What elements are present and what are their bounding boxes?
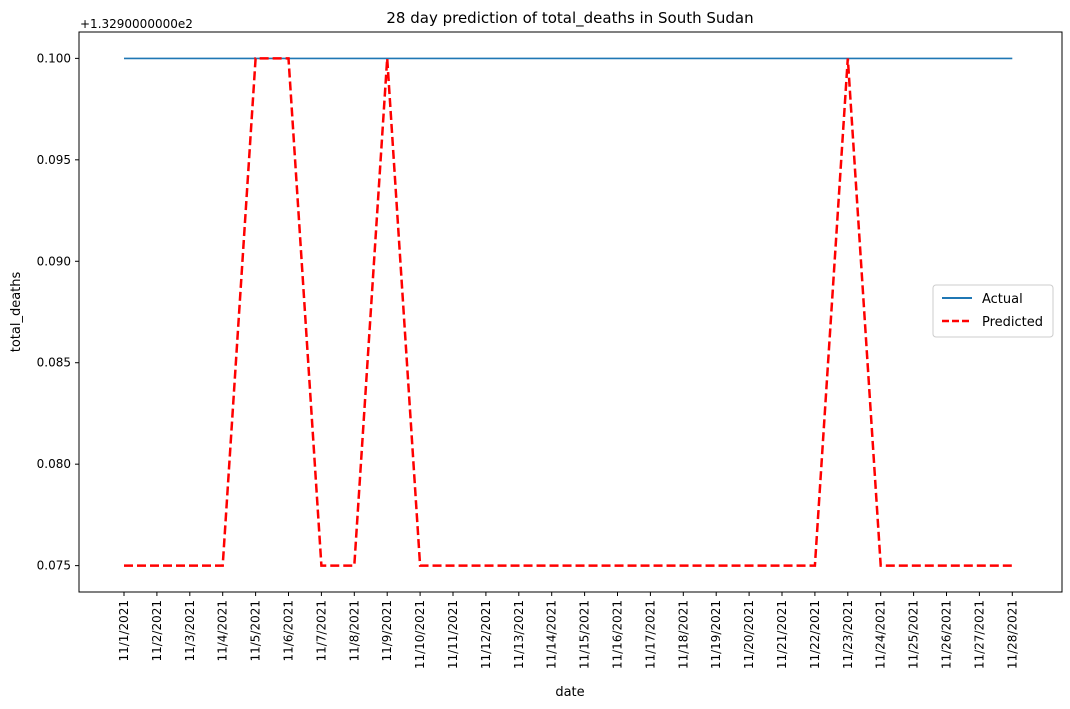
legend-label-actual: Actual [982,292,1023,307]
chart-title: 28 day prediction of total_deaths in Sou… [386,9,753,28]
x-tick-label: 11/23/2021 [841,600,855,669]
y-tick-label: 0.075 [37,559,71,573]
series-layer [124,57,1013,567]
y-tick-label: 0.085 [37,356,71,370]
x-tick-label: 11/12/2021 [479,600,493,669]
x-tick-label: 11/22/2021 [808,600,822,669]
x-tick-label: 11/4/2021 [216,600,230,662]
plot-area [78,31,1063,593]
y-tick-label: 0.080 [37,457,71,471]
y-tick-label: 0.090 [37,254,71,268]
x-tick-label: 11/17/2021 [643,600,657,669]
y-axis-label: total_deaths [9,272,24,353]
x-tick-label: 11/16/2021 [611,600,625,669]
x-tick-label: 11/6/2021 [282,600,296,662]
x-tick-label: 11/11/2021 [446,600,460,669]
x-tick-label: 11/28/2021 [1005,600,1019,669]
x-tick-label: 11/18/2021 [676,600,690,669]
x-tick-label: 11/5/2021 [249,600,263,662]
legend: Actual Predicted [932,284,1054,338]
y-axis-offset-label: +1.3290000000e2 [80,17,193,31]
series-line-predicted [124,57,1013,567]
y-axis: 0.075 0.080 0.085 0.090 0.095 0.100 [37,51,79,573]
x-tick-label: 11/8/2021 [347,600,361,662]
x-tick-label: 11/20/2021 [742,600,756,669]
x-tick-label: 11/1/2021 [117,600,131,662]
x-tick-label: 11/9/2021 [380,600,394,662]
x-tick-label: 11/14/2021 [545,600,559,669]
y-tick-label: 0.100 [37,51,71,65]
y-tick-label: 0.095 [37,153,71,167]
x-tick-label: 11/15/2021 [578,600,592,669]
x-tick-label: 11/26/2021 [940,600,954,669]
x-tick-label: 11/2/2021 [150,600,164,662]
x-tick-label: 11/3/2021 [183,600,197,662]
x-tick-label: 11/7/2021 [314,600,328,662]
legend-label-predicted: Predicted [982,315,1043,330]
x-tick-label: 11/19/2021 [709,600,723,669]
x-tick-label: 11/13/2021 [512,600,526,669]
x-axis: 11/1/2021 11/2/2021 11/3/2021 11/4/2021 11/5… [117,592,1019,669]
x-tick-label: 11/10/2021 [413,600,427,669]
x-tick-label: 11/21/2021 [775,600,789,669]
x-axis-label: date [555,685,584,700]
x-tick-label: 11/25/2021 [907,600,921,669]
x-tick-label: 11/24/2021 [874,600,888,669]
x-tick-label: 11/27/2021 [972,600,986,669]
